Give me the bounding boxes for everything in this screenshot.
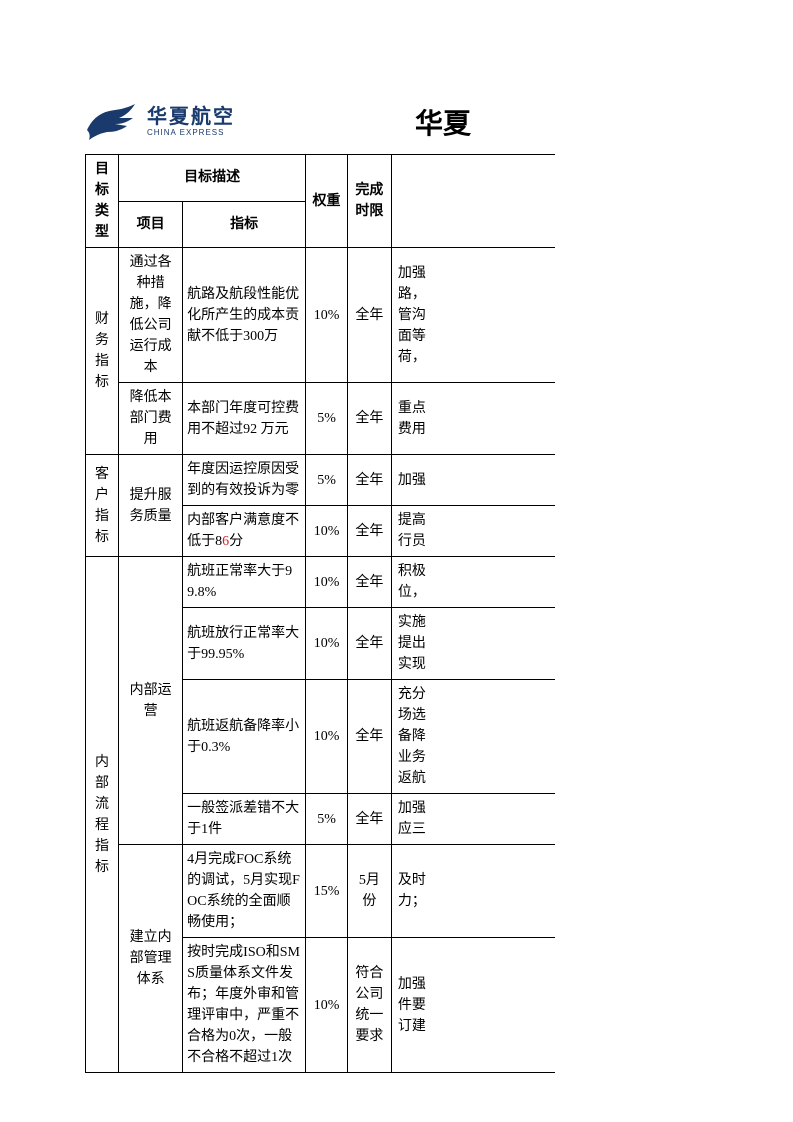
- table-row: 建立内部管理体系 4月完成FOC系统的调试，5月实现FOC系统的全面顺畅使用； …: [86, 845, 556, 938]
- header: 华夏航空 CHINA EXPRESS 华夏: [85, 100, 793, 144]
- cell-weight: 10%: [306, 608, 348, 680]
- cell-indicator: 本部门年度可控费用不超过92 万元: [183, 383, 306, 455]
- cell-deadline: 全年: [347, 383, 391, 455]
- cell-detail: 实施提出实现: [391, 608, 555, 680]
- cell-deadline: 全年: [347, 557, 391, 608]
- table-header-row: 目标类型 目标描述 权重 完成时限: [86, 155, 556, 202]
- cell-detail: 充分场选备降业务返航: [391, 680, 555, 794]
- cell-detail: 积极位，: [391, 557, 555, 608]
- cell-deadline: 符合公司统一要求: [347, 938, 391, 1073]
- cell-detail: 提高行员: [391, 506, 555, 557]
- table-row: 内部流程指标 内部运营 航班正常率大于99.8% 10% 全年 积极位，: [86, 557, 556, 608]
- logo: 华夏航空 CHINA EXPRESS: [85, 100, 235, 144]
- cell-deadline: 5月份: [347, 845, 391, 938]
- col-desc: 目标描述: [119, 155, 306, 202]
- cell-deadline: 全年: [347, 794, 391, 845]
- cell-project: 提升服务质量: [119, 455, 183, 557]
- cell-weight: 10%: [306, 557, 348, 608]
- cell-indicator: 航班返航备降率小于0.3%: [183, 680, 306, 794]
- cell-type: 客户指标: [86, 455, 119, 557]
- logo-text-en: CHINA EXPRESS: [147, 129, 235, 137]
- cell-weight: 10%: [306, 680, 348, 794]
- cell-deadline: 全年: [347, 248, 391, 383]
- table-row: 降低本部门费用 本部门年度可控费用不超过92 万元 5% 全年 重点费用: [86, 383, 556, 455]
- cell-indicator: 航班正常率大于99.8%: [183, 557, 306, 608]
- col-indicator: 指标: [183, 201, 306, 248]
- cell-indicator: 4月完成FOC系统的调试，5月实现FOC系统的全面顺畅使用；: [183, 845, 306, 938]
- cell-indicator: 一般签派差错不大于1件: [183, 794, 306, 845]
- kpi-table: 目标类型 目标描述 权重 完成时限 项目 指标 财务指标 通过各种措施，降低公司…: [85, 154, 555, 1073]
- col-deadline: 完成时限: [347, 155, 391, 248]
- cell-project: 降低本部门费用: [119, 383, 183, 455]
- cell-type: 财务指标: [86, 248, 119, 455]
- table-row: 客户指标 提升服务质量 年度因运控原因受到的有效投诉为零 5% 全年 加强: [86, 455, 556, 506]
- cell-indicator: 按时完成ISO和SMS质量体系文件发布；年度外审和管理评审中，严重不合格为0次，…: [183, 938, 306, 1073]
- bird-icon: [85, 100, 141, 144]
- cell-detail: 及时力；: [391, 845, 555, 938]
- cell-type: 内部流程指标: [86, 557, 119, 1073]
- cell-detail: 加强件要订建: [391, 938, 555, 1073]
- cell-project: 通过各种措施，降低公司运行成本: [119, 248, 183, 383]
- table-row: 财务指标 通过各种措施，降低公司运行成本 航路及航段性能优化所产生的成本贡献不低…: [86, 248, 556, 383]
- col-type: 目标类型: [86, 155, 119, 248]
- cell-indicator: 航路及航段性能优化所产生的成本贡献不低于300万: [183, 248, 306, 383]
- cell-project: 建立内部管理体系: [119, 845, 183, 1073]
- cell-detail: 加强: [391, 455, 555, 506]
- cell-weight: 5%: [306, 794, 348, 845]
- cell-deadline: 全年: [347, 680, 391, 794]
- cell-project: 内部运营: [119, 557, 183, 845]
- col-detail: [391, 155, 555, 248]
- cell-deadline: 全年: [347, 455, 391, 506]
- cell-weight: 10%: [306, 506, 348, 557]
- cell-weight: 5%: [306, 383, 348, 455]
- logo-text-cn: 华夏航空: [147, 107, 235, 127]
- cell-weight: 5%: [306, 455, 348, 506]
- page-title: 华夏: [415, 102, 471, 142]
- col-project: 项目: [119, 201, 183, 248]
- cell-detail: 加强应三: [391, 794, 555, 845]
- cell-indicator: 内部客户满意度不低于86分: [183, 506, 306, 557]
- cell-deadline: 全年: [347, 608, 391, 680]
- cell-weight: 10%: [306, 938, 348, 1073]
- cell-indicator: 航班放行正常率大于99.95%: [183, 608, 306, 680]
- cell-weight: 10%: [306, 248, 348, 383]
- cell-indicator: 年度因运控原因受到的有效投诉为零: [183, 455, 306, 506]
- cell-detail: 加强路，管沟面等荷，: [391, 248, 555, 383]
- cell-detail: 重点费用: [391, 383, 555, 455]
- col-weight: 权重: [306, 155, 348, 248]
- cell-weight: 15%: [306, 845, 348, 938]
- cell-deadline: 全年: [347, 506, 391, 557]
